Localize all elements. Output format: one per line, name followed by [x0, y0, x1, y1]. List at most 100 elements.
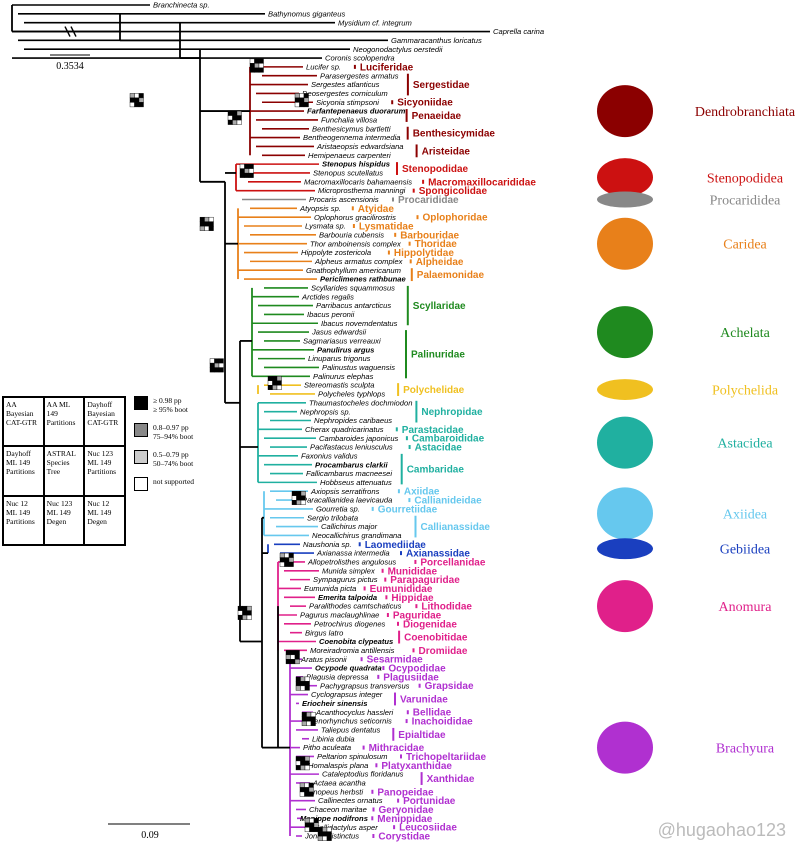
family-label: Cambaridae [407, 465, 465, 476]
support-key-item: 0.5–0.79 pp 50–74% boot [134, 450, 264, 468]
taxon-label: Callinectes ornatus [318, 796, 383, 805]
support-square [248, 168, 254, 174]
support-square [138, 97, 144, 103]
support-square [300, 676, 306, 682]
taxon-label: Atyopsis sp. [299, 204, 341, 213]
taxon-label: Jasus edwardsii [311, 328, 366, 337]
family-label: Menippidae [377, 814, 432, 825]
family-label: Varunidae [400, 694, 448, 705]
support-square [209, 367, 215, 373]
support-square [288, 557, 294, 563]
family-label: Polychelidae [403, 385, 465, 396]
support-square [294, 93, 300, 99]
support-square [199, 216, 205, 222]
support-square [300, 491, 306, 496]
support-square [299, 102, 305, 108]
taxon-label: Pachygrapsus transversus [320, 681, 410, 690]
support-square [208, 216, 214, 222]
support-square [308, 782, 314, 788]
taxon-label: Axianassa intermedia [316, 549, 390, 558]
family-label: Callianassidae [421, 522, 491, 533]
taxon-label: Pacifastacus leniusculus [310, 443, 393, 452]
support-square [301, 712, 307, 717]
support-square [285, 659, 291, 665]
taxon-label: Gammaracanthus loricatus [391, 36, 482, 45]
support-square [300, 495, 306, 501]
taxon-label: Ibacus novemdentatus [321, 319, 398, 328]
taxon-label: Caprella carina [493, 27, 544, 36]
support-square [249, 67, 255, 73]
taxon-label: Cyclograpsus integer [311, 690, 383, 699]
taxon-label: Menippe nodifrons [300, 814, 368, 823]
support-key-label: not supported [153, 477, 195, 486]
support-square [299, 93, 305, 99]
taxon-label: Farfantepenaeus duorarum [307, 107, 406, 116]
support-square [232, 115, 238, 121]
support-square [284, 561, 290, 567]
family-label: Trichopeltariidae [406, 752, 486, 763]
support-square [138, 93, 144, 99]
support-square [236, 110, 242, 116]
crustacean-silhouette [597, 379, 653, 400]
family-label: Benthesicymidae [413, 129, 496, 140]
family-label: Munididae [388, 566, 438, 577]
support-square [294, 659, 300, 665]
taxon-label: Coenobita clypeatus [319, 637, 393, 646]
support-square [300, 681, 306, 687]
legend-cell: Nuc 12 ML 149 Partitions [3, 495, 44, 545]
taxon-label: Polycheles typhlops [318, 390, 385, 399]
support-square [294, 102, 300, 108]
family-label: Spongicolidae [419, 186, 488, 197]
taxon-label: Neocallichirus grandimana [312, 531, 401, 540]
taxon-label: Sympagurus pictus [313, 575, 378, 584]
support-square [276, 385, 282, 390]
support-square [249, 58, 255, 64]
support-square [237, 610, 243, 616]
group-label: Polychelida [712, 384, 779, 399]
taxon-label: Barbouria cubensis [319, 230, 384, 239]
taxon-label: Coronis scolopendra [325, 54, 395, 63]
taxon-label: Pitho aculeata [303, 743, 351, 752]
taxon-label: Axiopsis serratifrons [310, 487, 380, 496]
support-square [304, 822, 310, 828]
taxon-label: Pagurus maclaughlinae [300, 611, 379, 620]
support-square [326, 826, 332, 832]
taxon-label: Ocypode quadrata [315, 664, 382, 673]
taxon-label: Paralithodes camtschaticus [309, 602, 402, 611]
support-square [296, 491, 302, 496]
taxon-label: Bathynomus giganteus [268, 9, 345, 18]
support-square [304, 765, 310, 771]
support-square [285, 654, 291, 660]
taxon-label: Bentheogennema intermedia [303, 133, 401, 142]
support-square [299, 791, 305, 797]
taxon-label: Callichirus major [321, 522, 378, 531]
legend-cell: AA ML 149 Partitions [43, 397, 85, 447]
family-label: Bellidae [413, 708, 452, 719]
family-label: Alpheidae [416, 257, 464, 268]
support-square [272, 380, 278, 386]
taxon-label: Peltarion spinulosum [317, 752, 388, 761]
crustacean-silhouette [597, 306, 653, 359]
support-square [208, 225, 214, 231]
support-square [322, 831, 328, 837]
family-label: Porcellanidae [420, 557, 485, 568]
support-square [304, 756, 310, 762]
support-square [284, 552, 290, 558]
support-square [295, 685, 301, 691]
taxon-label: Stenopus hispidus [322, 160, 390, 169]
family-label: Parastacidae [402, 425, 464, 436]
taxon-label: Macromaxillocaris bahamaensis [304, 177, 412, 186]
branch-break-mark [70, 26, 77, 37]
legend-cell: Dayhoff Bayesian CAT-GTR [84, 397, 125, 447]
taxon-label: Thaumastocheles dochmiodon [309, 398, 412, 407]
group-label: Procarididea [710, 193, 782, 208]
support-square [218, 362, 224, 368]
family-label: Ocypodidae [388, 664, 446, 675]
support-square [291, 491, 297, 496]
support-square [313, 822, 319, 828]
support-square [300, 685, 306, 691]
taxon-label: Fallicambarus macneesei [306, 469, 392, 478]
support-square [290, 650, 296, 656]
support-square [294, 654, 300, 660]
